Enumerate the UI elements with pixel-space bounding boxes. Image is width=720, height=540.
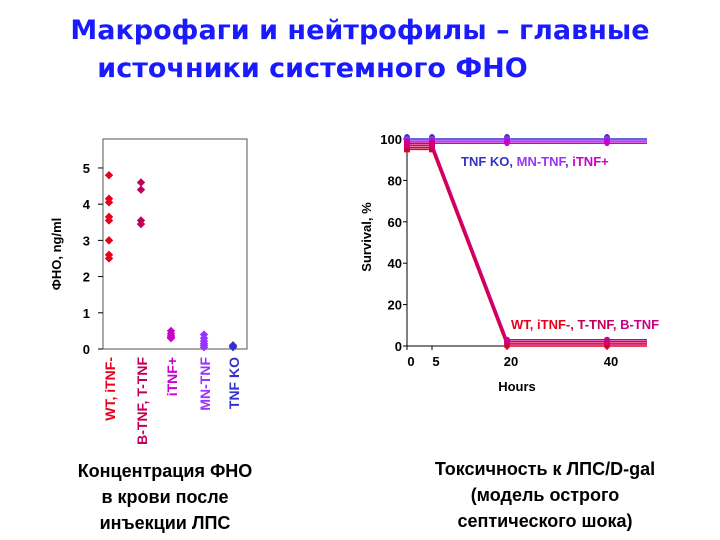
left-plot-frame xyxy=(102,138,248,350)
tnf-data-point xyxy=(136,185,146,194)
left-y-tick-label: 2 xyxy=(83,270,90,285)
slide-title: Макрофаги и нейтрофилы – главные источни… xyxy=(0,12,720,88)
survival-data-point xyxy=(504,336,510,343)
left-x-category-label: B-TNF, T-TNF xyxy=(134,357,150,445)
survival-data-point xyxy=(604,336,610,343)
annotation-part: WT xyxy=(511,317,531,332)
annotation-part: T-TNF xyxy=(577,317,614,332)
left-x-category-label: WT, iTNF- xyxy=(102,357,118,421)
right-y-tick-label: 100 xyxy=(380,132,402,147)
survival-data-point xyxy=(404,140,410,147)
left-x-category-label: iTNF+ xyxy=(164,357,180,396)
tnf-data-point xyxy=(228,342,238,352)
annotation-part: MN-TNF xyxy=(517,154,567,169)
right-x-tick-label: 40 xyxy=(604,354,618,369)
annotation-part: iTNF- xyxy=(537,317,570,332)
tnf-data-point xyxy=(136,219,146,229)
left-x-category-label: TNF KO xyxy=(226,357,242,409)
survival-data-point xyxy=(504,138,510,147)
right-y-tick-label: 0 xyxy=(395,339,402,354)
annotation-part: , xyxy=(613,317,620,332)
tnf-data-point xyxy=(104,198,114,207)
left-y-tick-label: 3 xyxy=(83,233,90,248)
right-y-tick-label: 80 xyxy=(388,173,402,188)
slide-title-line-1: Макрофаги и нейтрофилы – главные xyxy=(70,15,650,46)
annotation-part: TNF KO xyxy=(461,154,509,169)
survival-series-line xyxy=(407,142,647,341)
right-x-tick-label: 0 xyxy=(407,354,414,369)
slide-title-line-2: источники системного ФНО xyxy=(97,53,528,84)
survival-group-annotation: TNF KO, MN-TNF, iTNF+ xyxy=(461,154,609,169)
survival-series-line xyxy=(407,146,647,345)
survival-series-line xyxy=(407,144,647,343)
left-y-axis-label: ФНО, ng/ml xyxy=(49,218,64,290)
tnf-data-point xyxy=(166,333,176,343)
left-y-tick-label: 0 xyxy=(83,342,90,357)
right-caption-line-3: септического шока) xyxy=(457,511,633,531)
tnf-data-point xyxy=(136,178,146,187)
left-caption-line-3: инъекции ЛПС xyxy=(99,513,231,533)
survival-chart: 0 20 40 60 80 100 0 5 20 40 Hours Survival, % TNF KO… xyxy=(359,132,659,394)
left-caption-line-1: Концентрация ФНО xyxy=(77,461,253,481)
annotation-part: , xyxy=(530,317,537,332)
left-caption-line-2: в крови после xyxy=(101,487,229,507)
left-y-tick-label: 1 xyxy=(83,306,90,321)
annotation-part: , xyxy=(570,317,577,332)
tnf-concentration-chart: 0 1 2 3 4 5 ФНО, ng/ml WT, iTNF- B-TNF, T-TNF iTN… xyxy=(49,138,248,445)
left-x-category-label: MN-TNF xyxy=(197,357,213,411)
tnf-data-point xyxy=(104,254,114,263)
right-y-tick-label: 60 xyxy=(388,215,402,230)
tnf-data-point xyxy=(104,236,114,245)
tnf-data-point xyxy=(104,171,114,180)
right-caption-line-1: Токсичность к ЛПС/D-gal xyxy=(434,459,656,479)
annotation-part: B-TNF xyxy=(620,317,659,332)
survival-data-point xyxy=(429,140,435,147)
survival-data-point xyxy=(604,138,610,147)
right-x-tick-label: 20 xyxy=(504,354,518,369)
right-chart-caption: Токсичность к ЛПС/D-gal (модель острого … xyxy=(400,456,690,534)
survival-group-annotation: WT, iTNF-, T-TNF, B-TNF xyxy=(511,317,659,332)
right-y-tick-label: 40 xyxy=(388,256,402,271)
right-caption-line-2: (модель острого xyxy=(470,485,620,505)
tnf-data-point xyxy=(104,216,114,225)
annotation-part: , xyxy=(509,154,516,169)
right-x-axis-label: Hours xyxy=(498,379,536,394)
annotation-part: iTNF+ xyxy=(572,154,609,169)
left-y-tick-label: 5 xyxy=(83,161,90,176)
right-x-tick-label: 5 xyxy=(432,354,439,369)
right-y-axis-label: Survival, % xyxy=(359,202,374,272)
tnf-data-point xyxy=(199,342,209,352)
left-y-tick-label: 4 xyxy=(83,197,91,212)
right-y-tick-label: 20 xyxy=(388,298,402,313)
left-chart-caption: Концентрация ФНО в крови после инъекции … xyxy=(50,458,280,536)
annotation-part: , xyxy=(565,154,572,169)
